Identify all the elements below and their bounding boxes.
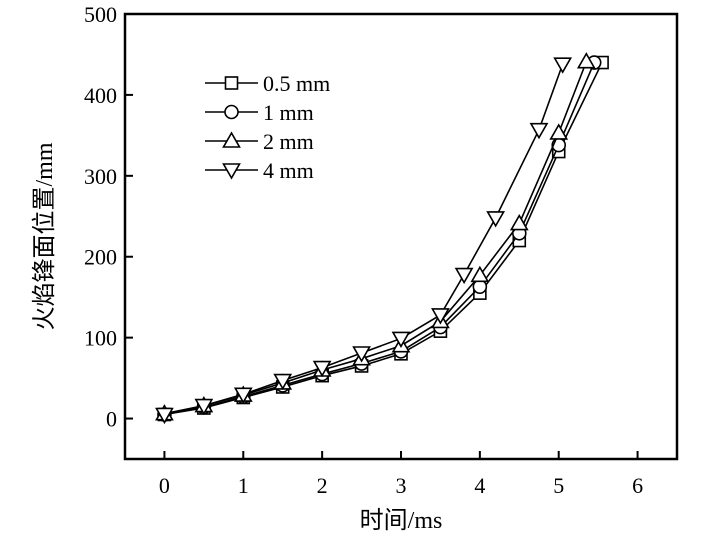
data-point xyxy=(509,213,529,231)
legend-marker xyxy=(224,76,239,90)
plot-frame xyxy=(123,12,679,461)
data-point xyxy=(470,265,490,283)
y-axis-label: 火焰锋面位置/mm xyxy=(31,142,58,330)
y-tick-label: 100 xyxy=(84,326,117,351)
x-tick-label: 2 xyxy=(317,473,328,498)
y-tick-label: 0 xyxy=(106,407,117,432)
x-tick-label: 1 xyxy=(238,473,249,498)
data-point xyxy=(454,267,474,285)
series-2 xyxy=(155,52,596,421)
y-tick-label: 300 xyxy=(84,164,117,189)
legend-item: 2 mm xyxy=(205,129,314,154)
legend-item: 1 mm xyxy=(205,100,314,125)
data-point xyxy=(576,52,596,69)
y-tick-label: 400 xyxy=(84,83,117,108)
x-tick-label: 3 xyxy=(396,473,407,498)
data-point xyxy=(529,122,549,140)
legend-item: 4 mm xyxy=(205,158,314,183)
data-point xyxy=(391,331,411,349)
legend-label: 0.5 mm xyxy=(263,71,330,96)
y-tick-label: 200 xyxy=(84,245,117,270)
legend-label: 4 mm xyxy=(263,158,314,183)
legend-marker xyxy=(224,104,239,120)
y-tick-label: 500 xyxy=(84,2,117,27)
series-3 xyxy=(155,57,573,425)
x-tick-label: 6 xyxy=(632,473,643,498)
x-axis-label: 时间/ms xyxy=(360,507,443,534)
legend-marker xyxy=(222,131,241,148)
data-point xyxy=(155,407,174,425)
data-point xyxy=(312,360,332,378)
data-point xyxy=(273,373,293,391)
legend-label: 1 mm xyxy=(263,100,314,125)
data-point xyxy=(194,398,214,416)
x-tick-label: 0 xyxy=(159,473,170,498)
legend-marker xyxy=(222,163,241,180)
legend: 0.5 mm 1 mm 2 mm 4 mm xyxy=(205,71,330,183)
x-tick-label: 4 xyxy=(474,473,485,498)
legend-item: 0.5 mm xyxy=(205,71,330,96)
data-point xyxy=(233,387,253,404)
data-point xyxy=(553,57,573,74)
data-point xyxy=(431,308,450,325)
legend-label: 2 mm xyxy=(263,129,314,154)
data-point xyxy=(486,211,506,228)
data-point xyxy=(352,346,371,363)
series-line xyxy=(164,63,564,416)
x-tick-label: 5 xyxy=(553,473,564,498)
data-point xyxy=(549,123,569,140)
